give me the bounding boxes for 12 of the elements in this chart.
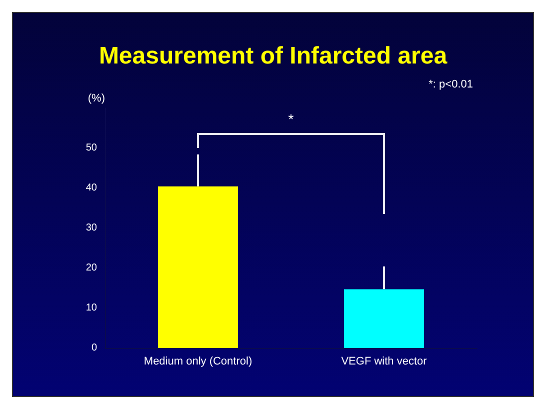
text: *: p<0.01	[428, 78, 473, 90]
chart-title: Measurement of Infarcted area	[98, 42, 448, 70]
y-tick-label: 30	[86, 222, 98, 234]
x-tick-label: VEGF with vector	[341, 356, 428, 368]
y-tick-label: 10	[86, 302, 98, 314]
y-tick-label: 50	[86, 142, 98, 154]
x-tick-label: Medium only (Control)	[144, 356, 252, 368]
y-tick-label: 0	[91, 342, 98, 354]
y-tick-label: 40	[86, 182, 98, 194]
annotation: *	[288, 111, 294, 127]
y-tick-label: 20	[86, 262, 98, 274]
y-axis-title: (%)	[88, 92, 105, 104]
